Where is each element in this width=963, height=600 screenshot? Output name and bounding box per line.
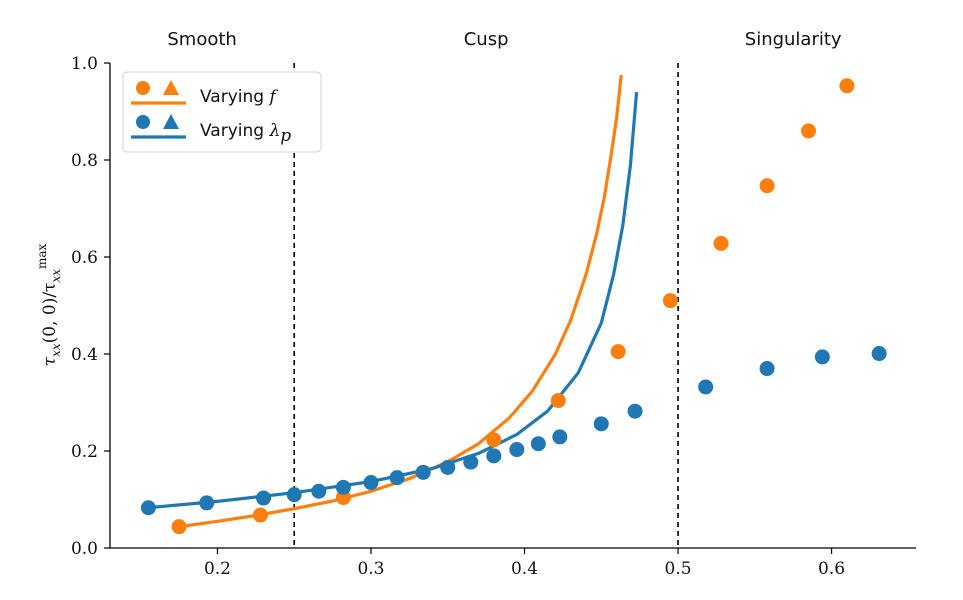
- data-point: [698, 379, 714, 395]
- data-point: [530, 436, 546, 452]
- y-tick-label: 0.4: [71, 345, 98, 365]
- y-tick-label: 1.0: [71, 54, 98, 74]
- legend-label: Varying λp: [200, 121, 291, 146]
- data-point: [415, 464, 431, 480]
- y-axis-label-text: τxx(0, 0)/τxxmax: [35, 243, 63, 366]
- series-curve-0: [178, 74, 623, 529]
- region-labels: Smooth Cusp Singularity: [167, 29, 842, 50]
- data-point: [759, 361, 775, 377]
- region-label-singularity: Singularity: [745, 29, 842, 50]
- data-point: [550, 393, 566, 409]
- legend-label: Varying f: [200, 87, 278, 107]
- data-point: [486, 448, 502, 464]
- data-point: [363, 475, 379, 491]
- data-point: [593, 416, 609, 432]
- y-tick-label: 0.0: [71, 539, 98, 559]
- data-point: [552, 429, 568, 445]
- data-point: [662, 293, 678, 309]
- region-label-smooth: Smooth: [167, 29, 236, 50]
- axes: 0.2 0.3 0.4 0.5 0.6 0.0 0.2 0.4 0.6 0.8 1.0: [71, 54, 916, 579]
- data-point: [463, 454, 479, 470]
- y-tick-label: 0.8: [71, 151, 98, 171]
- x-tick-label: 0.4: [511, 559, 538, 579]
- y-axis-label: τxx(0, 0)/τxxmax: [35, 243, 63, 366]
- data-point: [171, 519, 187, 535]
- data-point: [335, 479, 351, 495]
- y-tick-label: 0.2: [71, 442, 98, 462]
- data-point: [252, 507, 268, 523]
- data-point: [509, 442, 525, 458]
- data-point: [199, 495, 215, 511]
- data-point: [759, 178, 775, 194]
- data-point: [839, 78, 855, 94]
- fit-curves: [148, 74, 639, 529]
- data-point: [610, 344, 626, 360]
- data-point: [440, 459, 456, 475]
- x-tick-label: 0.2: [204, 559, 231, 579]
- data-point: [713, 235, 729, 251]
- legend: Varying f Varying λp: [122, 71, 322, 153]
- phase-boundaries: [293, 63, 679, 548]
- data-point: [814, 349, 830, 365]
- legend-circle-marker: [136, 115, 150, 129]
- data-point: [311, 483, 327, 499]
- data-points: [140, 78, 887, 535]
- x-tick-label: 0.6: [818, 559, 845, 579]
- legend-triangle-marker: [163, 114, 179, 129]
- data-point: [140, 500, 156, 516]
- data-point: [801, 123, 817, 139]
- data-point: [486, 432, 502, 448]
- x-tick-label: 0.3: [357, 559, 384, 579]
- series-curve-1: [148, 91, 639, 510]
- y-tick-label: 0.6: [71, 248, 98, 268]
- legend-circle-marker: [136, 81, 150, 95]
- x-tick-label: 0.5: [665, 559, 692, 579]
- data-point: [871, 346, 887, 362]
- region-label-cusp: Cusp: [464, 29, 509, 50]
- data-point: [627, 403, 643, 419]
- data-point: [256, 490, 272, 506]
- data-point: [286, 487, 302, 503]
- data-point: [389, 470, 405, 486]
- legend-triangle-marker: [163, 80, 179, 95]
